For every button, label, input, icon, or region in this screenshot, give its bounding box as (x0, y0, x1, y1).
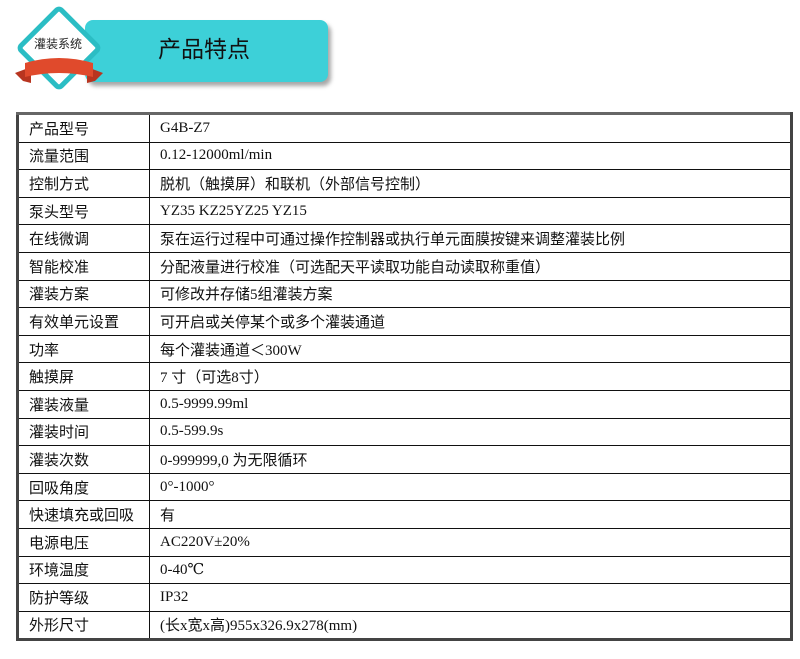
section-header-banner: 产品特点 (85, 20, 328, 82)
table-row: 回吸角度 0°-1000° (17, 472, 792, 502)
spec-key: 灌装时间 (17, 417, 150, 447)
spec-key: 智能校准 (17, 251, 150, 281)
spec-key: 回吸角度 (17, 472, 150, 502)
spec-value: 可修改并存储5组灌装方案 (149, 279, 792, 309)
spec-key: 灌装方案 (17, 279, 150, 309)
spec-value: 0°-1000° (149, 472, 792, 502)
spec-value: 分配液量进行校准（可选配天平读取功能自动读取称重值） (149, 251, 792, 281)
table-row: 灌装次数 0-999999,0 为无限循环 (17, 445, 792, 474)
spec-key: 有效单元设置 (17, 307, 150, 336)
table-row: 产品型号 G4B-Z7 (17, 113, 792, 143)
table-row: 防护等级 IP32 (17, 583, 792, 612)
spec-value: (长x宽x高)955x326.9x278(mm) (149, 610, 792, 641)
spec-value: YZ35 KZ25YZ25 YZ15 (149, 196, 792, 226)
spec-key: 防护等级 (17, 583, 150, 612)
spec-value: 7 寸（可选8寸） (149, 362, 792, 391)
table-row: 流量范围 0.12-12000ml/min (17, 141, 792, 171)
spec-value: 脱机（触摸屏）和联机（外部信号控制） (149, 169, 792, 198)
table-row: 智能校准 分配液量进行校准（可选配天平读取功能自动读取称重值） (17, 251, 792, 281)
table-row: 功率 每个灌装通道＜300W (17, 334, 792, 364)
spec-key: 产品型号 (17, 113, 150, 143)
badge-logo: 灌装系统 (13, 2, 103, 98)
table-row: 灌装液量 0.5-9999.99ml (17, 389, 792, 419)
spec-value: 有 (149, 500, 792, 529)
spec-value: AC220V±20% (149, 527, 792, 557)
ribbon-icon (15, 58, 103, 83)
table-row: 泵头型号 YZ35 KZ25YZ25 YZ15 (17, 196, 792, 226)
spec-value: G4B-Z7 (149, 113, 792, 143)
table-row: 控制方式 脱机（触摸屏）和联机（外部信号控制） (17, 169, 792, 198)
spec-value: 可开启或关停某个或多个灌装通道 (149, 307, 792, 336)
spec-value: 0.5-9999.99ml (149, 389, 792, 419)
table-row: 有效单元设置 可开启或关停某个或多个灌装通道 (17, 307, 792, 336)
spec-key: 灌装次数 (17, 445, 150, 474)
spec-key: 灌装液量 (17, 389, 150, 419)
table-row: 灌装方案 可修改并存储5组灌装方案 (17, 279, 792, 309)
spec-value: 泵在运行过程中可通过操作控制器或执行单元面膜按键来调整灌装比例 (149, 224, 792, 253)
table-row: 在线微调 泵在运行过程中可通过操作控制器或执行单元面膜按键来调整灌装比例 (17, 224, 792, 253)
spec-key: 触摸屏 (17, 362, 150, 391)
spec-value: 0.12-12000ml/min (149, 141, 792, 171)
spec-table: 产品型号 G4B-Z7 流量范围 0.12-12000ml/min 控制方式 脱机（触摸屏… (16, 112, 793, 642)
spec-key: 泵头型号 (17, 196, 150, 226)
table-row: 环境温度 0-40℃ (17, 555, 792, 585)
table-row: 灌装时间 0.5-599.9s (17, 417, 792, 447)
spec-key: 环境温度 (17, 555, 150, 585)
spec-key: 控制方式 (17, 169, 150, 198)
table-row: 外形尺寸 (长x宽x高)955x326.9x278(mm) (17, 610, 792, 641)
table-row: 快速填充或回吸有 (17, 500, 792, 529)
spec-value: 0-999999,0 为无限循环 (149, 445, 792, 474)
spec-value: 0-40℃ (149, 555, 792, 585)
spec-key: 快速填充或回吸 (17, 500, 150, 529)
spec-key: 流量范围 (17, 141, 150, 171)
table-row: 电源电压 AC220V±20% (17, 527, 792, 557)
spec-value: IP32 (149, 583, 792, 612)
spec-key: 电源电压 (17, 527, 150, 557)
badge-text: 灌装系统 (33, 37, 82, 51)
spec-key: 在线微调 (17, 224, 150, 253)
section-title: 产品特点 (158, 37, 250, 63)
spec-key: 外形尺寸 (17, 610, 150, 641)
spec-value: 每个灌装通道＜300W (149, 334, 792, 364)
spec-value: 0.5-599.9s (149, 417, 792, 447)
table-row: 触摸屏 7 寸（可选8寸） (17, 362, 792, 391)
spec-key: 功率 (17, 334, 150, 364)
